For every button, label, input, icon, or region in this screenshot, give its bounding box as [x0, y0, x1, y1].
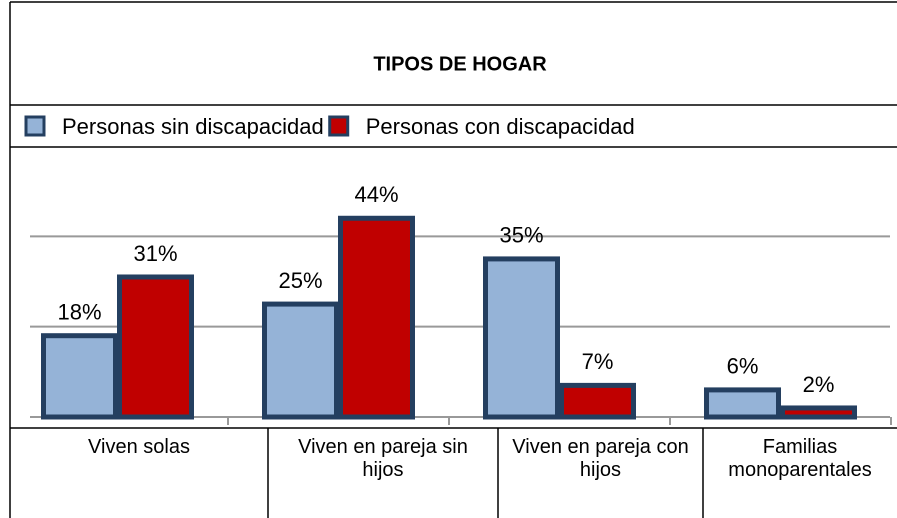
- bar: [559, 382, 636, 420]
- value-label: 18%: [57, 300, 101, 325]
- legend-label: Personas con discapacidad: [366, 114, 635, 139]
- x-tick-label: Viven en pareja sin hijos: [298, 436, 468, 481]
- value-label: 31%: [133, 241, 177, 266]
- value-label: 44%: [354, 182, 398, 207]
- value-label: 25%: [278, 268, 322, 293]
- value-label: 7%: [582, 349, 614, 374]
- legend-label: Personas sin discapacidad: [62, 114, 324, 139]
- bar: [117, 274, 194, 420]
- chart-title: TIPOS DE HOGAR: [373, 53, 547, 75]
- table-frame: [9, 1, 897, 518]
- x-tick-label: Familias monoparentales: [728, 436, 872, 481]
- bar: [483, 256, 560, 420]
- value-label: 2%: [803, 372, 835, 397]
- x-tick-label: Viven en pareja con hijos: [512, 436, 689, 481]
- value-label: 6%: [727, 354, 759, 379]
- legend-swatch: [328, 115, 350, 137]
- bar: [41, 333, 118, 420]
- bar: [704, 387, 781, 420]
- bar: [780, 405, 857, 420]
- bar: [262, 301, 339, 420]
- legend-swatch: [24, 115, 46, 137]
- bar: [338, 215, 415, 420]
- x-tick-label: Viven solas: [88, 436, 190, 458]
- legend: Personas sin discapacidad Personas con di…: [24, 114, 635, 139]
- value-label: 35%: [499, 223, 543, 248]
